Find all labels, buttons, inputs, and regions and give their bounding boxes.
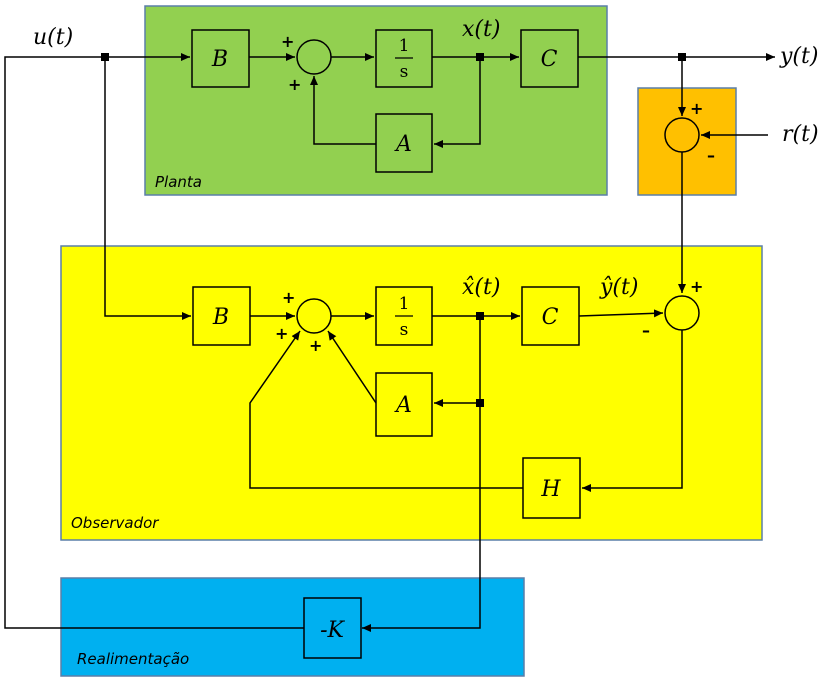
wire-plant-a-to-sum xyxy=(310,76,376,145)
signal-y-label: y(t) xyxy=(779,44,818,69)
observer-sum-plus-bottom: + xyxy=(309,336,322,355)
feedback-region-label: Realimentação xyxy=(77,650,189,668)
wire-innovation-to-h xyxy=(582,330,683,492)
output-branch-node xyxy=(678,53,686,61)
observer-integrator-den: s xyxy=(400,320,409,340)
gain-k-label: -K xyxy=(320,618,345,643)
wire-k-to-u xyxy=(4,56,304,629)
plant-a-block xyxy=(375,113,433,173)
plant-sum-plus-top: + xyxy=(281,32,294,51)
wire-u-to-observer-b xyxy=(104,57,191,320)
error-sum-plus: + xyxy=(690,99,703,118)
feedback-region xyxy=(60,577,525,677)
innovation-sum-minus: – xyxy=(642,321,650,340)
estimate-branch-node-2 xyxy=(476,399,484,407)
plant-sum-plus-bottom: + xyxy=(288,75,301,94)
observer-a-label: A xyxy=(394,393,412,418)
signal-x-hat-label: x̂(t) xyxy=(462,275,500,300)
observer-sum-plus-top: + xyxy=(282,288,295,307)
wire-observer-a-to-sum xyxy=(327,330,377,404)
signal-u-label: u(t) xyxy=(33,25,73,50)
observer-a-block xyxy=(375,372,433,437)
state-branch-node xyxy=(476,53,484,61)
observer-h-label: H xyxy=(540,477,561,502)
estimate-branch-node xyxy=(476,312,484,320)
wire-state-to-plant-a xyxy=(434,57,481,148)
wire-y-hat-to-innovation-sum xyxy=(578,309,664,318)
wire-estimate-to-k xyxy=(362,403,481,632)
signal-x-label: x(t) xyxy=(462,17,500,42)
plant-integrator-den: s xyxy=(400,62,409,82)
innovation-sum-plus: + xyxy=(690,277,703,296)
plant-integrator-num: 1 xyxy=(399,36,410,56)
plant-region-label: Planta xyxy=(155,173,202,191)
wire-h-to-observer-sum xyxy=(249,330,523,489)
plant-a-label: A xyxy=(394,132,412,157)
observer-b-label: B xyxy=(212,305,229,330)
plant-integrator-block xyxy=(375,29,433,88)
signal-y-hat-label: ŷ(t) xyxy=(599,275,638,300)
error-sum-minus: – xyxy=(707,146,715,165)
observer-c-label: C xyxy=(542,305,559,330)
error-region xyxy=(637,87,737,196)
observer-region-label: Observador xyxy=(71,514,159,532)
plant-b-block xyxy=(191,29,250,88)
observer-region xyxy=(60,245,763,541)
plant-c-block xyxy=(520,29,579,88)
signal-r-label: r(t) xyxy=(782,122,819,147)
plant-c-label: C xyxy=(541,47,558,72)
observer-sum-plus-left: + xyxy=(275,324,288,343)
plant-b-label: B xyxy=(211,47,228,72)
observer-integrator-num: 1 xyxy=(399,294,410,314)
